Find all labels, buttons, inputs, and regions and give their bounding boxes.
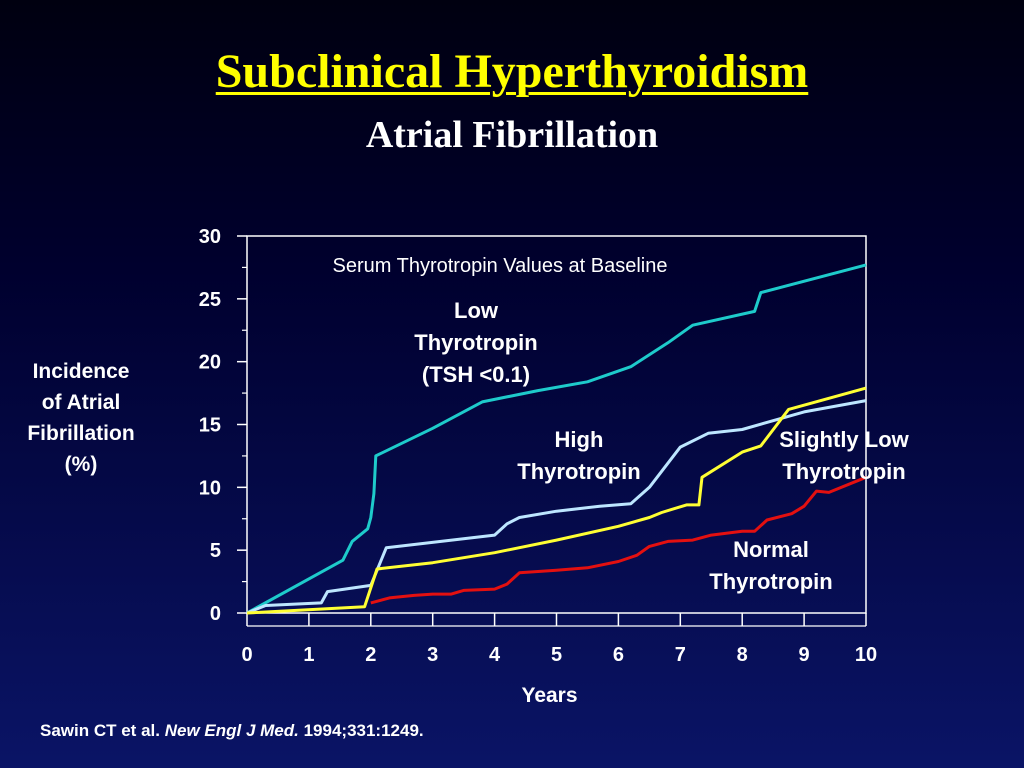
y-tick-label: 10 — [199, 477, 221, 499]
x-tick-label: 4 — [489, 644, 501, 666]
y-tick-label: 20 — [199, 352, 221, 374]
x-tick-label: 7 — [675, 644, 686, 666]
series-line-low — [246, 263, 867, 615]
citation: Sawin CT et al. New Engl J Med. 1994;331… — [40, 721, 424, 741]
y-axis-label-line: Incidence — [32, 360, 130, 383]
series-label-low: (TSH <0.1) — [422, 362, 530, 387]
y-axis-label-line: of Atrial — [41, 391, 121, 414]
y-axis-label-line: Fibrillation — [27, 422, 135, 445]
x-tick-label: 9 — [799, 644, 810, 666]
series-label-low: Low — [454, 298, 499, 323]
x-axis-label: Years — [521, 684, 577, 707]
series-line-normal — [370, 475, 867, 605]
x-tick-label: 0 — [241, 644, 252, 666]
y-tick-label: 15 — [199, 415, 221, 437]
series-label-low: Thyrotropin — [414, 330, 537, 355]
y-tick-label: 5 — [210, 540, 221, 562]
x-tick-label: 1 — [303, 644, 314, 666]
x-tick-label: 2 — [365, 644, 376, 666]
y-tick-label: 0 — [210, 603, 221, 625]
y-tick-label: 25 — [199, 289, 221, 311]
x-tick-label: 5 — [551, 644, 562, 666]
series-label-high: Thyrotropin — [517, 459, 640, 484]
x-tick-label: 6 — [613, 644, 624, 666]
x-tick-label: 8 — [737, 644, 748, 666]
x-tick-label: 10 — [855, 644, 877, 666]
series-label-high: High — [555, 427, 604, 452]
y-tick-label: 30 — [199, 226, 221, 248]
series-label-normal: Normal — [733, 537, 809, 562]
x-tick-label: 3 — [427, 644, 438, 666]
citation-authors: Sawin CT et al. — [40, 721, 160, 740]
chart-title: Serum Thyrotropin Values at Baseline — [333, 255, 668, 277]
series-label-slightly-low: Thyrotropin — [782, 459, 905, 484]
series-label-slightly-low: Slightly Low — [779, 427, 909, 452]
series-line-slightly-low — [246, 386, 867, 615]
series-label-normal: Thyrotropin — [709, 569, 832, 594]
series-line-high — [246, 399, 867, 615]
slide-title: Subclinical Hyperthyroidism — [215, 45, 809, 98]
citation-journal: New Engl J Med. — [164, 721, 299, 740]
slide-subtitle: Atrial Fibrillation — [365, 114, 659, 156]
y-axis-label-line: (%) — [64, 453, 98, 476]
y-axis-label: Incidence of Atrial Fibrillation (%) — [8, 356, 154, 480]
citation-reference: 1994;331:1249. — [303, 721, 424, 740]
